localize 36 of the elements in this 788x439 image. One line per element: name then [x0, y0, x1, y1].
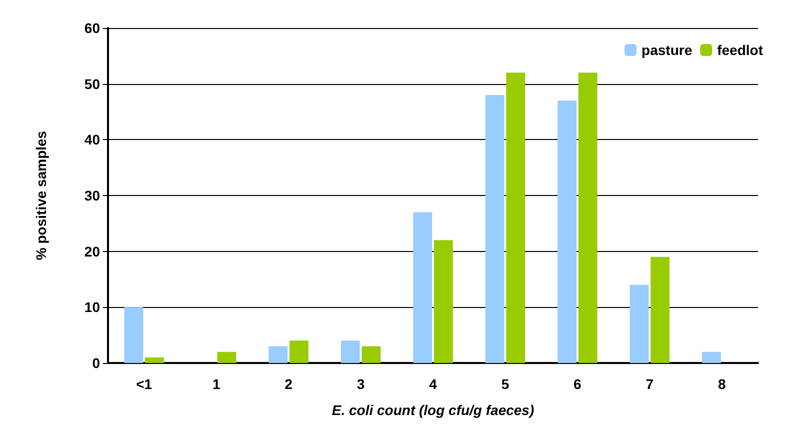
- bar: [268, 346, 288, 363]
- bar: [124, 307, 144, 363]
- bar: [485, 95, 504, 363]
- bar: [650, 256, 670, 363]
- bar: [702, 352, 721, 363]
- bar: [217, 352, 236, 363]
- y-tick-label: 10: [84, 299, 100, 316]
- bar: [340, 340, 360, 363]
- x-tick-label: 2: [284, 376, 293, 392]
- x-tick-label: <1: [136, 376, 152, 392]
- x-tick-label: 6: [574, 376, 582, 392]
- bar: [578, 72, 598, 363]
- bar: [558, 100, 576, 363]
- x-tick-label: 4: [429, 376, 438, 392]
- legend-label: feedlot: [717, 42, 764, 58]
- x-tick-label: 3: [356, 376, 365, 392]
- legend-label: pasture: [642, 42, 692, 58]
- y-tick-label: 40: [84, 132, 100, 148]
- x-tick-label: 7: [646, 376, 654, 392]
- y-tick-label: 50: [84, 76, 100, 92]
- bar: [413, 212, 432, 363]
- y-tick-label: 60: [84, 20, 100, 36]
- bar: [506, 72, 526, 363]
- x-tick-label: 1: [212, 376, 220, 392]
- y-tick-label: 30: [84, 188, 100, 204]
- bar: [434, 240, 453, 363]
- bar: [290, 340, 308, 363]
- bar: [145, 357, 164, 363]
- x-tick-label: 8: [718, 376, 726, 392]
- x-tick-label: 5: [501, 376, 510, 392]
- bar: [630, 284, 649, 363]
- bar: [362, 346, 381, 363]
- x-axis-title: E. coli count (log cfu/g faeces): [332, 402, 534, 418]
- y-tick-label: 20: [84, 243, 100, 260]
- y-tick-label: 0: [92, 355, 100, 371]
- y-axis-title: % positive samples: [33, 130, 49, 260]
